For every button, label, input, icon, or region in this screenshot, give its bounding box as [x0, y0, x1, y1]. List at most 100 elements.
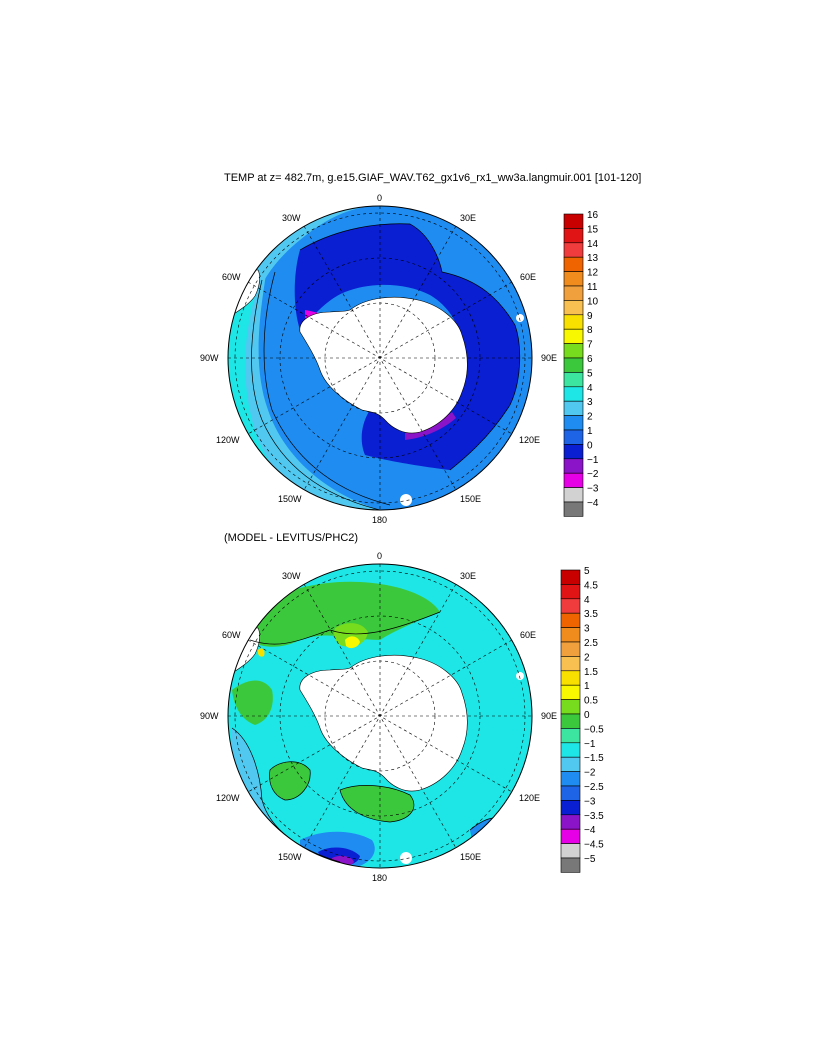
bottom-map-graticule: [228, 564, 532, 868]
bottom-colorbar-swatch-19: [560, 843, 581, 859]
top-colorbar-label-20: −4: [587, 498, 599, 509]
bottom-colorbar-label-5: 2.5: [584, 638, 598, 649]
top-lon-label-150e: 150E: [460, 494, 481, 504]
bottom-colorbar-label-6: 2: [584, 652, 590, 663]
top-colorbar-swatch-0: [563, 213, 584, 229]
top-lon-label-180: 180: [372, 515, 387, 525]
bottom-colorbar-swatch-11: [560, 728, 581, 744]
top-lon-label-60e: 60E: [520, 272, 536, 282]
top-colorbar-swatch-18: [563, 472, 584, 488]
bottom-colorbar-swatch-7: [560, 670, 581, 686]
bottom-colorbar-label-19: −4.5: [584, 840, 604, 851]
top-colorbar-label-3: 13: [587, 253, 599, 264]
bottom-colorbar-swatch-5: [560, 641, 581, 657]
bottom-map-outline: [227, 563, 533, 869]
bottom-map: 0 30E 60E 90E 120E 150E 180 150W 120W 90…: [200, 551, 557, 883]
bottom-lon-label-90w: 90W: [200, 711, 219, 721]
bottom-map-band-0to05-west: [232, 680, 273, 725]
top-colorbar-label-0: 16: [587, 210, 599, 221]
bottom-colorbar-swatch-4: [560, 627, 581, 643]
bottom-colorbar-swatch-8: [560, 684, 581, 700]
top-map-antarctica: [299, 296, 468, 434]
top-colorbar-swatch-5: [563, 285, 584, 301]
bottom-map-band-0to05-north: [250, 581, 440, 647]
bottom-colorbar-swatch-14: [560, 771, 581, 787]
top-colorbar-swatch-12: [563, 386, 584, 402]
bottom-map-antarctica: [299, 654, 468, 792]
bottom-colorbar-label-8: 1: [584, 681, 590, 692]
top-lon-label-90w: 90W: [200, 353, 219, 363]
top-colorbar-label-9: 7: [587, 340, 593, 351]
bottom-colorbar-swatch-17: [560, 814, 581, 830]
top-colorbar-swatch-2: [563, 242, 584, 258]
top-colorbar-swatch-17: [563, 458, 584, 474]
top-colorbar-label-11: 5: [587, 368, 593, 379]
bottom-lon-label-30w: 30W: [282, 571, 301, 581]
bottom-colorbar-label-12: −1: [584, 739, 596, 750]
top-colorbar-swatch-1: [563, 228, 584, 244]
bottom-colorbar-label-2: 4: [584, 595, 590, 606]
top-colorbar-label-2: 14: [587, 239, 599, 250]
top-colorbar-swatch-15: [563, 429, 584, 445]
top-colorbar-swatch-20: [563, 501, 584, 517]
bottom-colorbar-label-3: 3.5: [584, 609, 598, 620]
top-map-band-0to1: [294, 223, 520, 470]
bottom-colorbar-swatch-9: [560, 699, 581, 715]
bottom-lon-label-120w: 120W: [216, 793, 240, 803]
top-lon-label-150w: 150W: [278, 494, 302, 504]
bottom-lon-label-60e: 60E: [520, 630, 536, 640]
bottom-colorbar-swatch-15: [560, 785, 581, 801]
top-colorbar-swatch-19: [563, 487, 584, 503]
top-colorbar-swatch-11: [563, 372, 584, 388]
bottom-panel-title: (MODEL - LEVITUS/PHC2): [224, 532, 359, 544]
top-colorbar-label-14: 2: [587, 412, 593, 423]
top-map-contours: [251, 223, 521, 510]
bottom-colorbar-swatch-13: [560, 756, 581, 772]
top-lon-label-30e: 30E: [460, 213, 476, 223]
top-lon-label-30w: 30W: [282, 213, 301, 223]
bottom-lon-label-30e: 30E: [460, 571, 476, 581]
top-colorbar-swatch-3: [563, 256, 584, 272]
top-colorbar-swatch-4: [563, 271, 584, 287]
bottom-colorbar-swatch-3: [560, 612, 581, 628]
bottom-colorbar-swatch-20: [560, 857, 581, 873]
bottom-colorbar-swatch-12: [560, 742, 581, 758]
top-colorbar-label-4: 12: [587, 268, 599, 279]
bottom-colorbar-label-16: −3: [584, 796, 596, 807]
bottom-map-band-0to05-sw: [269, 761, 311, 800]
top-colorbar-swatch-16: [563, 444, 584, 460]
bottom-colorbar-swatch-1: [560, 584, 581, 600]
top-colorbar-swatch-10: [563, 357, 584, 373]
top-colorbar-label-1: 15: [587, 224, 599, 235]
bottom-lon-label-150e: 150E: [460, 852, 481, 862]
bottom-map-band-1to15: [345, 636, 360, 649]
top-colorbar-swatch-6: [563, 300, 584, 316]
bottom-colorbar-swatch-0: [560, 569, 581, 585]
bottom-colorbar-label-17: −3.5: [584, 811, 604, 822]
top-map-island-newzealand: [400, 494, 412, 506]
bottom-lon-label-60w: 60W: [222, 630, 241, 640]
bottom-map-band-south-america-warm: [257, 648, 265, 657]
top-colorbar-swatch-9: [563, 343, 584, 359]
top-map: 0 30E 60E 90E 120E 150E 180 150W 120W 90…: [200, 193, 557, 525]
bottom-colorbar-label-9: 0.5: [584, 696, 598, 707]
top-colorbar-label-8: 8: [587, 325, 593, 336]
bottom-map-band-0to05-ross: [340, 785, 414, 822]
top-colorbar-label-18: −2: [587, 469, 599, 480]
bottom-colorbar-swatch-2: [560, 598, 581, 614]
bottom-lon-label-150w: 150W: [278, 852, 302, 862]
top-panel-title: TEMP at z= 482.7m, g.e15.GIAF_WAV.T62_gx…: [224, 172, 642, 184]
top-map-island-kerguelen: [516, 314, 524, 322]
top-lon-label-120w: 120W: [216, 435, 240, 445]
bottom-colorbar-swatch-10: [560, 713, 581, 729]
top-colorbar-label-19: −3: [587, 484, 599, 495]
bottom-lon-label-180: 180: [372, 873, 387, 883]
top-colorbar-label-16: 0: [587, 440, 593, 451]
top-colorbar-label-5: 11: [587, 282, 598, 293]
bottom-colorbar-label-1: 4.5: [584, 580, 598, 591]
bottom-map-island-kerguelen: [516, 672, 524, 680]
top-colorbar-swatch-13: [563, 400, 584, 416]
top-colorbar-swatch-14: [563, 415, 584, 431]
